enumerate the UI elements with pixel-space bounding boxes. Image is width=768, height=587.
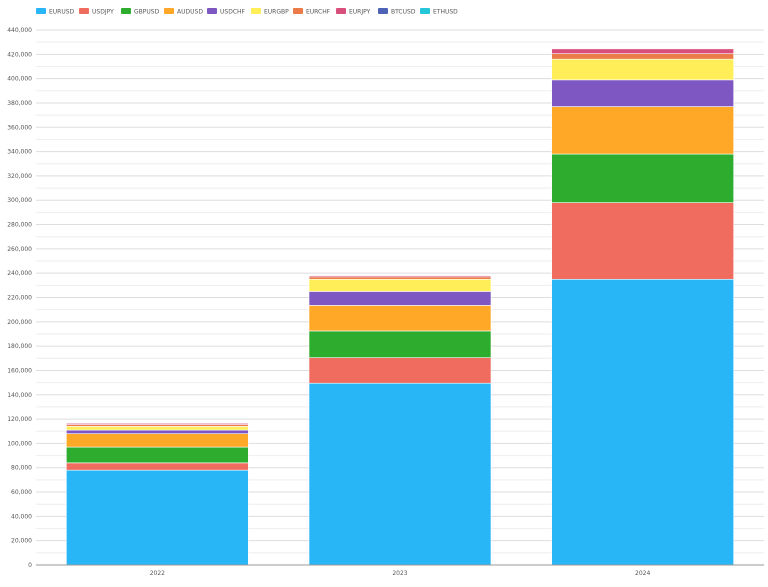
bar-segment[interactable] [308, 382, 492, 566]
bar-segment[interactable] [308, 276, 492, 280]
legend-swatch [79, 8, 89, 14]
x-tick-label: 2024 [635, 570, 650, 577]
y-tick-label: 380,000 [7, 100, 32, 107]
y-tick-label: 20,000 [11, 538, 32, 545]
bar-segment[interactable] [308, 357, 492, 384]
bar-segment[interactable] [308, 278, 492, 292]
legend: EURUSD USDJPY GBPUSD AUDUSD USDCHF EURGBP EURC… [36, 8, 458, 16]
bar-segment[interactable] [66, 433, 249, 448]
bar-segment[interactable] [308, 305, 492, 332]
legend-item[interactable]: ETHUSD [420, 8, 458, 16]
legend-item[interactable]: AUDUSD [164, 8, 203, 16]
legend-item[interactable]: GBPUSD [121, 8, 160, 16]
bars [66, 48, 734, 566]
y-tick-label: 120,000 [7, 416, 32, 423]
y-tick-label: 340,000 [7, 149, 32, 156]
bar-stack [551, 48, 734, 566]
y-tick-label: 280,000 [7, 222, 32, 229]
legend-label: USDJPY [92, 9, 114, 16]
x-axis-ticks: 2022 2023 2024 [150, 570, 651, 577]
legend-item[interactable]: EURGBP [251, 8, 289, 16]
bar-segment[interactable] [308, 291, 492, 306]
y-tick-label: 420,000 [7, 51, 32, 58]
bar-stack [308, 275, 492, 566]
legend-label: BTCUSD [391, 9, 416, 16]
bar-segment[interactable] [66, 469, 249, 566]
bar-segment[interactable] [551, 48, 734, 55]
bar-segment[interactable] [66, 429, 249, 434]
y-tick-label: 220,000 [7, 295, 32, 302]
y-axis-ticks: 0 20,000 40,000 60,000 80,000 100,000 120,000 1… [7, 27, 32, 569]
bar-segment[interactable] [66, 423, 249, 425]
bar-segment[interactable] [66, 462, 249, 471]
legend-swatch [36, 8, 46, 14]
bar-stack [66, 423, 249, 566]
x-tick-label: 2022 [150, 570, 165, 577]
y-tick-label: 300,000 [7, 197, 32, 204]
y-tick-label: 80,000 [11, 465, 32, 472]
bar-segment[interactable] [551, 79, 734, 107]
legend-item[interactable]: EURUSD [36, 8, 75, 16]
legend-item[interactable]: USDCHF [207, 8, 246, 16]
legend-item[interactable]: EURJPY [336, 8, 371, 16]
legend-label: USDCHF [220, 9, 246, 16]
y-tick-label: 180,000 [7, 343, 32, 350]
legend-label: EURGBP [264, 9, 289, 16]
legend-swatch [293, 8, 303, 14]
legend-swatch [251, 8, 261, 14]
legend-swatch [336, 8, 346, 14]
legend-swatch [164, 8, 174, 14]
y-tick-label: 240,000 [7, 270, 32, 277]
y-tick-label: 200,000 [7, 319, 32, 326]
y-tick-label: 0 [28, 562, 32, 569]
y-tick-label: 140,000 [7, 392, 32, 399]
legend-label: ETHUSD [433, 9, 458, 16]
legend-item[interactable]: EURCHF [293, 8, 331, 16]
bar-segment[interactable] [551, 58, 734, 81]
y-tick-label: 100,000 [7, 440, 32, 447]
bar-segment[interactable] [66, 446, 249, 464]
legend-item[interactable]: BTCUSD [378, 8, 416, 16]
bar-segment[interactable] [308, 330, 492, 358]
legend-swatch [207, 8, 217, 14]
y-tick-label: 40,000 [11, 513, 32, 520]
y-tick-label: 260,000 [7, 246, 32, 253]
legend-swatch [420, 8, 430, 14]
bar-segment[interactable] [551, 153, 734, 203]
legend-label: AUDUSD [177, 9, 203, 16]
legend-item[interactable]: USDJPY [79, 8, 114, 16]
x-tick-label: 2023 [392, 570, 407, 577]
legend-swatch [378, 8, 388, 14]
y-tick-label: 320,000 [7, 173, 32, 180]
legend-swatch [121, 8, 131, 14]
y-tick-label: 360,000 [7, 124, 32, 131]
bar-segment[interactable] [66, 426, 249, 431]
bar-segment[interactable] [308, 275, 492, 278]
bar-segment[interactable] [551, 202, 734, 280]
bar-segment[interactable] [551, 53, 734, 60]
y-tick-label: 60,000 [11, 489, 32, 496]
y-tick-label: 440,000 [7, 27, 32, 34]
y-tick-label: 400,000 [7, 76, 32, 83]
legend-label: EURJPY [349, 9, 371, 16]
bar-segment[interactable] [551, 106, 734, 155]
legend-label: GBPUSD [134, 9, 160, 16]
legend-label: EURCHF [306, 9, 331, 16]
y-tick-label: 160,000 [7, 367, 32, 374]
legend-label: EURUSD [49, 9, 75, 16]
bar-segment[interactable] [551, 278, 734, 566]
